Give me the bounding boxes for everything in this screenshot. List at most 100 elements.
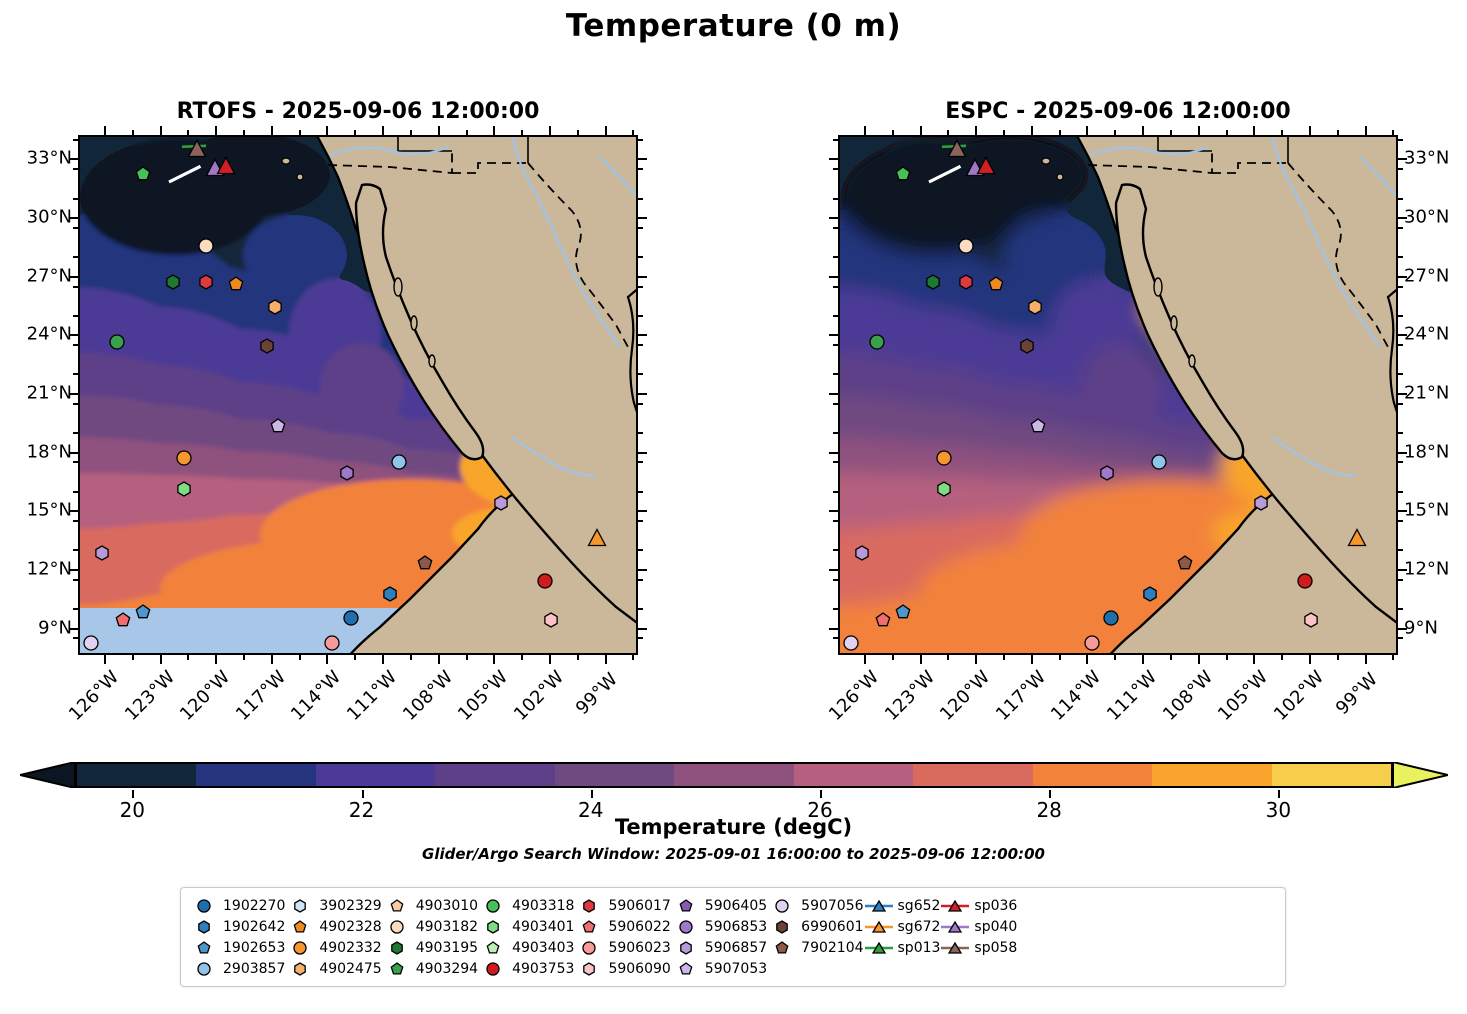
- map-marker-4902475[interactable]: [1027, 299, 1043, 315]
- legend-item-5906017[interactable]: 5906017: [574, 895, 671, 916]
- legend-item-5906853[interactable]: 5906853: [671, 916, 767, 937]
- map-marker-5906405[interactable]: [339, 465, 355, 481]
- legend-item-5906023[interactable]: 5906023: [574, 937, 671, 958]
- map-marker-1902653[interactable]: [135, 604, 151, 620]
- lat-tick-minor: [638, 608, 643, 611]
- legend-item-5906022[interactable]: 5906022: [574, 916, 671, 937]
- legend-item-5906090[interactable]: 5906090: [574, 958, 671, 979]
- map-marker-5907053[interactable]: [1030, 418, 1046, 434]
- map-marker-6990601[interactable]: [259, 338, 275, 354]
- map-marker-4903195[interactable]: [165, 273, 181, 290]
- legend-item-4903753[interactable]: 4903753: [478, 958, 574, 979]
- map-marker-1902270[interactable]: [343, 610, 359, 626]
- map-marker-4902328[interactable]: [228, 275, 244, 292]
- map-marker-4903401[interactable]: [176, 481, 192, 497]
- map-marker-5906023[interactable]: [1084, 635, 1100, 651]
- lon-tick: [1142, 126, 1145, 135]
- legend-item-4902332[interactable]: 4902332: [285, 937, 382, 958]
- map-marker-4903195[interactable]: [925, 273, 941, 290]
- legend-item-4903182[interactable]: 4903182: [382, 916, 478, 937]
- map-marker-5906853[interactable]: [94, 545, 110, 562]
- legend-item-4903010[interactable]: 4903010: [382, 895, 478, 916]
- map-marker-4903294[interactable]: [109, 334, 125, 350]
- legend-item-4903318[interactable]: 4903318: [478, 895, 574, 916]
- map-marker-6990601[interactable]: [1019, 338, 1035, 354]
- legend-item-sp058[interactable]: sp058: [940, 937, 1017, 958]
- legend-item-2903857[interactable]: 2903857: [189, 958, 285, 979]
- map-marker-4903318[interactable]: [895, 166, 911, 182]
- map-marker-5906090[interactable]: [1303, 612, 1319, 628]
- colorbar-tick-label: 28: [1036, 798, 1062, 822]
- map-marker-4903182[interactable]: [958, 238, 974, 255]
- map-marker-4903294[interactable]: [869, 334, 885, 350]
- map-marker-1902653[interactable]: [895, 604, 911, 620]
- lat-tick: [638, 510, 647, 513]
- legend-item-4903195[interactable]: 4903195: [382, 937, 478, 958]
- legend-item-4903401[interactable]: 4903401: [478, 916, 574, 937]
- espc-map[interactable]: [838, 135, 1398, 655]
- map-marker-sg672[interactable]: [587, 527, 607, 547]
- map-marker-4902328[interactable]: [988, 275, 1004, 292]
- map-marker-5906090[interactable]: [543, 612, 559, 628]
- map-marker-5906857[interactable]: [493, 494, 509, 511]
- legend-item-4902328[interactable]: 4902328: [285, 916, 382, 937]
- map-marker-4902332[interactable]: [176, 449, 192, 466]
- legend-item-sp036[interactable]: sp036: [940, 895, 1017, 916]
- map-marker-4903753[interactable]: [1297, 573, 1314, 589]
- map-marker-7902104[interactable]: [417, 555, 433, 571]
- legend-marker-pentagon-icon: [285, 919, 315, 934]
- map-marker-sg672[interactable]: [1347, 527, 1367, 547]
- map-marker-5906857[interactable]: [1253, 494, 1269, 511]
- map-marker-5906405[interactable]: [1099, 465, 1115, 481]
- map-marker-4903753[interactable]: [537, 573, 554, 589]
- legend-item-5907053[interactable]: 5907053: [671, 958, 767, 979]
- map-marker-4903401[interactable]: [936, 481, 952, 497]
- map-marker-4902475[interactable]: [267, 299, 283, 315]
- map-marker-1902642[interactable]: [1142, 586, 1158, 603]
- legend-item-7902104[interactable]: 7902104: [767, 937, 864, 958]
- map-marker-5907056[interactable]: [83, 635, 99, 651]
- legend-item-sp040[interactable]: sp040: [940, 916, 1017, 937]
- rtofs-map[interactable]: [78, 135, 638, 655]
- map-marker-5906017[interactable]: [958, 273, 974, 290]
- map-marker-5907056[interactable]: [843, 635, 859, 651]
- lon-tick: [382, 655, 385, 664]
- lat-tick: [1398, 627, 1407, 630]
- legend-item-5907056[interactable]: 5907056: [767, 895, 864, 916]
- map-marker-5907053[interactable]: [270, 418, 286, 434]
- platform-legend[interactable]: 1902270 1902642 1902653 2903857 3902329 49023…: [180, 887, 1286, 987]
- map-marker-sp036[interactable]: [216, 156, 237, 176]
- map-marker-2903857[interactable]: [1151, 453, 1167, 470]
- lat-tick-label: 21°N: [1404, 382, 1450, 404]
- legend-item-sg652[interactable]: sg652: [864, 895, 940, 916]
- map-marker-sp058[interactable]: [947, 138, 967, 158]
- map-marker-7902104[interactable]: [1177, 555, 1193, 571]
- legend-item-5906857[interactable]: 5906857: [671, 937, 767, 958]
- map-marker-4903182[interactable]: [198, 238, 214, 255]
- legend-item-1902642[interactable]: 1902642: [189, 916, 285, 937]
- legend-item-6990601[interactable]: 6990601: [767, 916, 864, 937]
- map-marker-5906022[interactable]: [115, 612, 131, 628]
- legend-item-1902270[interactable]: 1902270: [189, 895, 285, 916]
- map-marker-4903318[interactable]: [135, 166, 151, 182]
- map-marker-5906023[interactable]: [324, 635, 340, 651]
- map-marker-1902642[interactable]: [382, 586, 398, 603]
- map-marker-2903857[interactable]: [391, 453, 407, 470]
- legend-item-4903403[interactable]: 4903403: [478, 937, 574, 958]
- map-marker-5906017[interactable]: [198, 273, 214, 290]
- map-marker-5906022[interactable]: [875, 612, 891, 628]
- legend-item-sg672[interactable]: sg672: [864, 916, 940, 937]
- map-marker-sp036[interactable]: [976, 156, 997, 176]
- map-marker-sp058[interactable]: [187, 138, 207, 158]
- legend-item-4902475[interactable]: 4902475: [285, 958, 382, 979]
- legend-item-sp013[interactable]: sp013: [864, 937, 940, 958]
- lat-tick: [1398, 451, 1407, 454]
- legend-item-1902653[interactable]: 1902653: [189, 937, 285, 958]
- legend-item-3902329[interactable]: 3902329: [285, 895, 382, 916]
- map-marker-5906853[interactable]: [854, 545, 870, 562]
- map-marker-1902270[interactable]: [1103, 610, 1119, 626]
- legend-item-5906405[interactable]: 5906405: [671, 895, 767, 916]
- map-marker-4902332[interactable]: [936, 449, 952, 466]
- legend-item-4903294[interactable]: 4903294: [382, 958, 478, 979]
- lon-tick: [326, 655, 329, 664]
